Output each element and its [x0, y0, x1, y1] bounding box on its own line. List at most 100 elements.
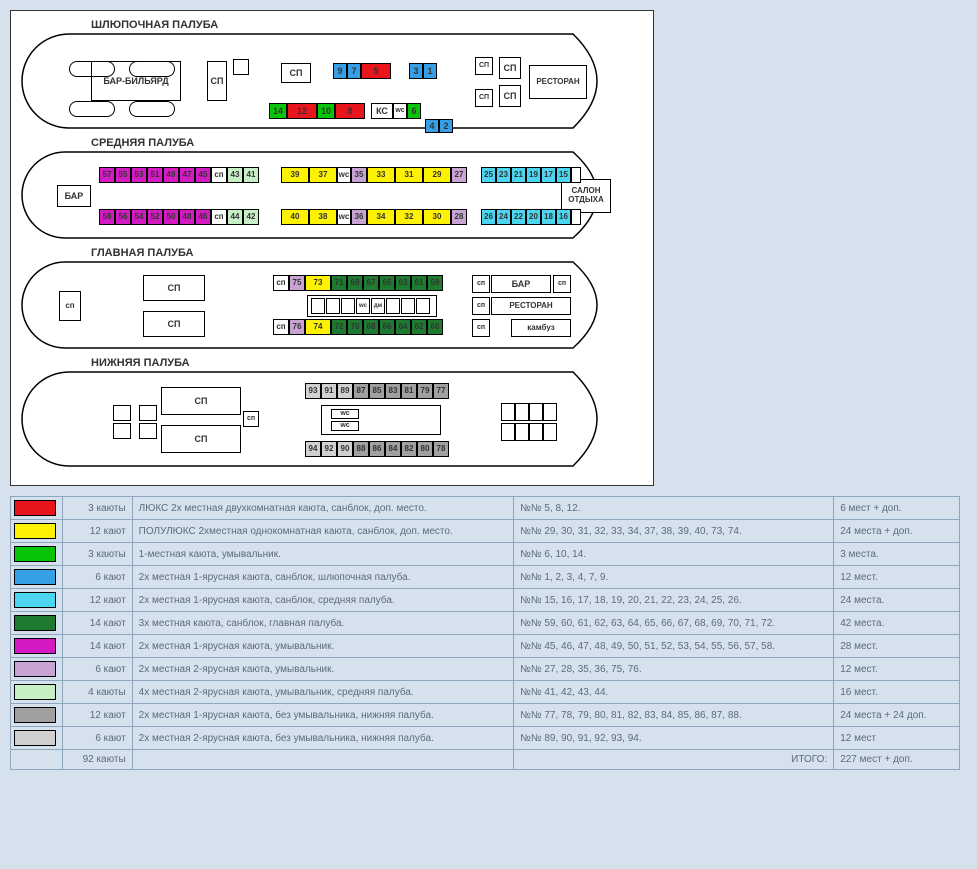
room-24: 24 [496, 209, 511, 225]
room-94: 94 [305, 441, 321, 457]
room-35: 35 [351, 167, 367, 183]
room-area: сп [553, 275, 571, 293]
legend-nums: №№ 59, 60, 61, 62, 63, 64, 65, 66, 67, 6… [514, 612, 834, 635]
room-area [543, 423, 557, 441]
legend-count: 3 каюты [63, 543, 133, 566]
room-5: 5 [361, 63, 391, 79]
room-area: БАР [491, 275, 551, 293]
room-32: 32 [395, 209, 423, 225]
legend-table: 3 каюты ЛЮКС 2х местная двухкомнатная каю… [10, 496, 960, 770]
room-74: 74 [305, 319, 331, 335]
room-25: 25 [481, 167, 496, 183]
room-42: 42 [243, 209, 259, 225]
room-area: СП [143, 311, 205, 337]
legend-count: 6 кают [63, 566, 133, 589]
room-3: 3 [409, 63, 423, 79]
legend-count: 14 кают [63, 612, 133, 635]
room-75: 75 [289, 275, 305, 291]
room-area: сп [273, 319, 289, 335]
room-55: 55 [115, 167, 131, 183]
lifeboat [129, 61, 175, 77]
legend-cap: 6 мест + доп. [834, 497, 960, 520]
legend-desc: 2х местная 1-ярусная каюта, санблок, сре… [132, 589, 513, 612]
room-area: сп [472, 297, 490, 315]
legend-cap: 28 мест. [834, 635, 960, 658]
deck-1: БАРСАЛОН ОТДЫХА57555351494745сп43413937w… [21, 151, 623, 239]
room-29: 29 [423, 167, 451, 183]
room-39: 39 [281, 167, 309, 183]
room-16: 16 [556, 209, 571, 225]
room-area: СП [281, 63, 311, 83]
room-area: СП [207, 61, 227, 101]
room-31: 31 [395, 167, 423, 183]
room-76: 76 [289, 319, 305, 335]
legend-row: 6 кают2х местная 2-ярусная каюта, без ум… [11, 727, 960, 750]
legend-count: 12 кают [63, 520, 133, 543]
room-18: 18 [541, 209, 556, 225]
legend-cap: 12 мест [834, 727, 960, 750]
room-56: 56 [115, 209, 131, 225]
room-73: 73 [305, 275, 331, 291]
room-area [139, 423, 157, 439]
room-23: 23 [496, 167, 511, 183]
room-64: 64 [395, 319, 411, 335]
room-89: 89 [337, 383, 353, 399]
room-83: 83 [385, 383, 401, 399]
deck-title: ГЛАВНАЯ ПАЛУБА [91, 247, 643, 259]
legend-count: 6 кают [63, 658, 133, 681]
legend-row: 12 каютПОЛУЛЮКС 2хместная однокомнатная … [11, 520, 960, 543]
room-15: 15 [556, 167, 571, 183]
legend-row: 4 каюты4х местная 2-ярусная каюта, умыва… [11, 681, 960, 704]
legend-desc: 2х местная 1-ярусная каюта, санблок, шлю… [132, 566, 513, 589]
room-43: 43 [227, 167, 243, 183]
legend-row: 14 кают2х местная 1-ярусная каюта, умыва… [11, 635, 960, 658]
room-area [571, 209, 581, 225]
color-swatch [14, 684, 56, 700]
room-12: 12 [287, 103, 317, 119]
room-area [515, 403, 529, 421]
room-area: сп [211, 167, 227, 183]
color-swatch [14, 500, 56, 516]
room-area: СП [475, 89, 493, 107]
room-area [113, 405, 131, 421]
room-area [233, 59, 249, 75]
legend-count: 12 кают [63, 589, 133, 612]
deck-title: ШЛЮПОЧНАЯ ПАЛУБА [91, 19, 643, 31]
room-84: 84 [385, 441, 401, 457]
room-47: 47 [179, 167, 195, 183]
room-area: БАР [57, 185, 91, 207]
room-area: РЕСТОРАН [529, 65, 587, 99]
legend-row: 12 кают2х местная 1-ярусная каюта, без у… [11, 704, 960, 727]
room-20: 20 [526, 209, 541, 225]
legend-cap: 24 места + 24 доп. [834, 704, 960, 727]
deck-plan: ШЛЮПОЧНАЯ ПАЛУБА БАР-БИЛЬЯРДСПСП14121089… [10, 10, 654, 486]
room-14: 14 [269, 103, 287, 119]
room-90: 90 [337, 441, 353, 457]
color-swatch [14, 615, 56, 631]
room-area: САЛОН ОТДЫХА [561, 179, 611, 213]
room-58: 58 [99, 209, 115, 225]
room-area: РЕСТОРАН [491, 297, 571, 315]
room-67: 67 [363, 275, 379, 291]
room-81: 81 [401, 383, 417, 399]
room-70: 70 [347, 319, 363, 335]
legend-desc: ЛЮКС 2х местная двухкомнатная каюта, сан… [132, 497, 513, 520]
legend-desc: 2х местная 1-ярусная каюта, умывальник. [132, 635, 513, 658]
room-33: 33 [367, 167, 395, 183]
room-area: wc [393, 103, 407, 119]
room-area [139, 405, 157, 421]
room-area: сп [472, 275, 490, 293]
legend-nums: №№ 89, 90, 91, 92, 93, 94. [514, 727, 834, 750]
room-area: wc [337, 167, 351, 183]
color-swatch [14, 707, 56, 723]
room-4: 4 [425, 119, 439, 133]
room-area: СП [499, 57, 521, 79]
legend-nums: №№ 45, 46, 47, 48, 49, 50, 51, 52, 53, 5… [514, 635, 834, 658]
color-swatch [14, 730, 56, 746]
lifeboat [69, 61, 115, 77]
room-area [529, 403, 543, 421]
room-17: 17 [541, 167, 556, 183]
total-count: 92 каюты [63, 750, 133, 770]
legend-cap: 16 мест. [834, 681, 960, 704]
room-21: 21 [511, 167, 526, 183]
